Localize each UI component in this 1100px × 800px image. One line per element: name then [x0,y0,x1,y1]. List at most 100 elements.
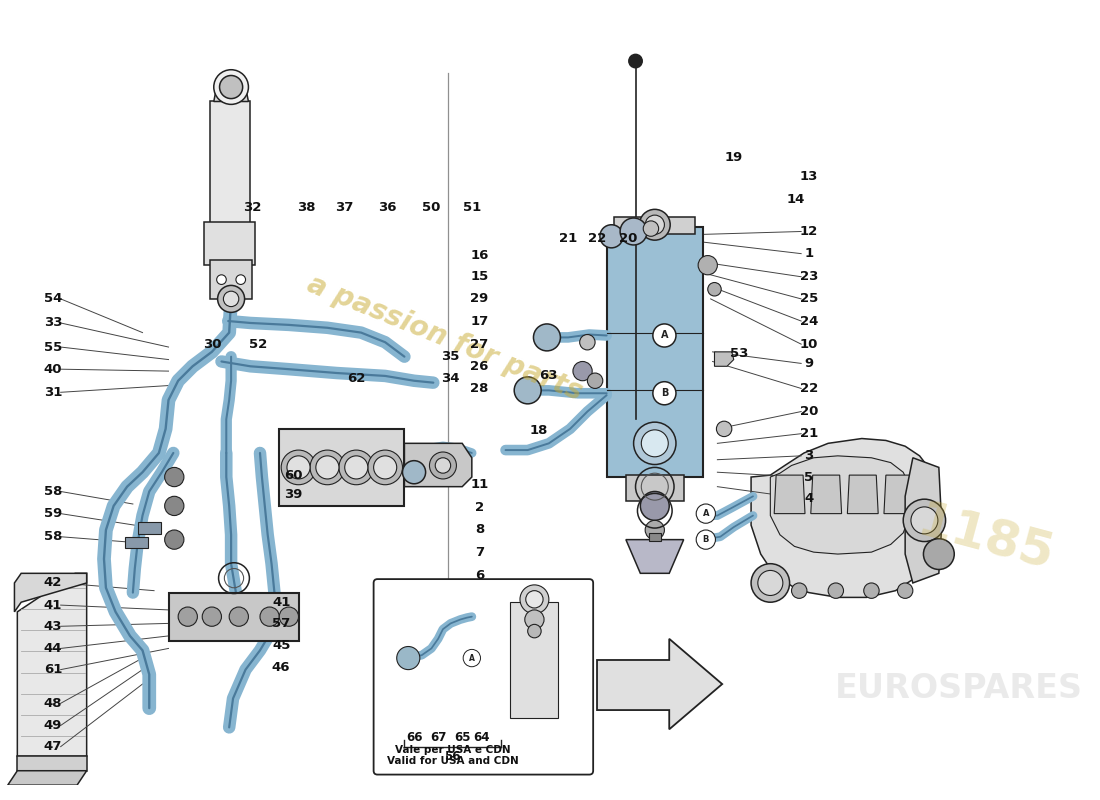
Polygon shape [18,574,87,756]
Circle shape [217,275,227,285]
Text: 32: 32 [243,201,262,214]
Text: 15: 15 [471,270,488,283]
Text: 2: 2 [475,502,484,514]
Polygon shape [18,756,87,770]
Text: B: B [661,388,668,398]
Circle shape [403,461,426,484]
Text: 36: 36 [377,201,396,214]
Text: 42: 42 [44,577,62,590]
Text: 1: 1 [804,247,813,260]
Text: A: A [661,330,668,341]
Text: 61: 61 [44,663,62,676]
Text: 44: 44 [44,642,63,655]
Polygon shape [774,475,805,514]
Text: 57: 57 [272,617,290,630]
Circle shape [463,650,481,666]
Circle shape [534,324,560,351]
Text: 14: 14 [786,194,804,206]
Circle shape [213,70,249,104]
Text: 20: 20 [800,405,818,418]
Text: 49: 49 [44,719,62,732]
Circle shape [644,221,659,236]
Circle shape [260,607,279,626]
Circle shape [898,583,913,598]
Circle shape [282,450,316,485]
Polygon shape [405,443,472,486]
Circle shape [903,499,946,542]
Polygon shape [606,226,703,477]
Polygon shape [614,217,695,234]
Text: 26: 26 [471,360,488,373]
Text: 66: 66 [406,730,422,743]
Text: 41: 41 [272,596,290,609]
Text: 60: 60 [285,469,303,482]
Text: 67: 67 [430,730,447,743]
Circle shape [165,467,184,486]
Circle shape [165,530,184,550]
Text: 65: 65 [454,730,471,743]
Circle shape [600,225,623,248]
Text: 50: 50 [422,201,441,214]
Text: 54: 54 [44,292,62,306]
Text: 29: 29 [471,292,488,306]
Text: 20: 20 [618,232,637,245]
Circle shape [828,583,844,598]
Circle shape [229,607,249,626]
Circle shape [279,607,298,626]
Circle shape [202,607,221,626]
Text: Vale per USA e CDN
Valid for USA and CDN: Vale per USA e CDN Valid for USA and CDN [387,745,518,766]
Text: 1185: 1185 [912,498,1058,580]
Polygon shape [213,87,249,102]
Circle shape [429,452,456,479]
Circle shape [629,54,642,68]
Text: 12: 12 [800,225,818,238]
Circle shape [287,456,310,479]
Text: 6: 6 [475,569,484,582]
Circle shape [751,564,790,602]
Text: 39: 39 [285,488,303,501]
Text: 27: 27 [471,338,488,350]
Circle shape [520,585,549,614]
Polygon shape [210,102,251,226]
Text: 46: 46 [272,661,290,674]
Text: 10: 10 [800,338,818,350]
Text: 13: 13 [800,170,818,183]
Text: 35: 35 [441,350,460,363]
Circle shape [573,362,592,381]
Circle shape [580,334,595,350]
Text: 56: 56 [444,750,461,762]
Circle shape [367,450,403,485]
Circle shape [220,75,243,98]
Circle shape [646,520,664,540]
Circle shape [696,504,715,523]
Circle shape [696,530,715,550]
Polygon shape [205,222,255,265]
Polygon shape [597,639,723,730]
Polygon shape [210,260,252,299]
Circle shape [218,286,244,312]
Text: 18: 18 [530,424,549,438]
Polygon shape [510,602,559,718]
Polygon shape [138,522,161,534]
Text: 22: 22 [587,232,606,245]
Circle shape [758,570,783,595]
Circle shape [526,590,543,608]
Text: 58: 58 [44,485,62,498]
Circle shape [344,456,367,479]
Text: A: A [469,654,475,662]
Polygon shape [715,352,734,366]
Text: 11: 11 [471,478,488,491]
Polygon shape [626,475,684,501]
Polygon shape [905,458,942,583]
Text: 25: 25 [800,292,818,306]
Text: EUROSPARES: EUROSPARES [835,672,1082,706]
Text: 40: 40 [44,362,63,376]
Circle shape [653,324,676,347]
Text: 34: 34 [441,372,460,386]
Text: 38: 38 [297,201,316,214]
Circle shape [397,646,420,670]
Polygon shape [8,770,87,785]
Text: 16: 16 [471,249,488,262]
Circle shape [165,496,184,515]
Text: 23: 23 [800,270,818,283]
